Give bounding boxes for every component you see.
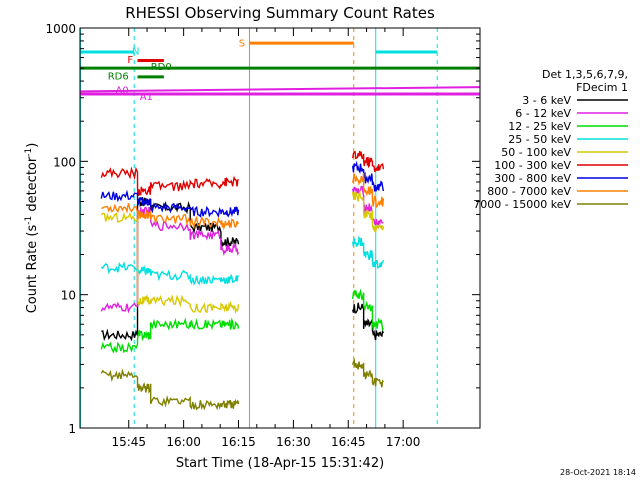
x-tick-label: 17:00 [386, 435, 421, 449]
series-line-pre [100, 206, 240, 314]
flag-label: A1 [140, 92, 153, 103]
x-axis-label: Start Time (18-Apr-15 15:31:42) [176, 456, 384, 471]
flag-label: RD0 [151, 62, 172, 73]
legend-entry-label: 3 - 6 keV [522, 94, 571, 107]
series-line-post [351, 235, 385, 270]
legend-entry-label: 7000 - 15000 keV [473, 198, 571, 211]
series-line-pre [100, 166, 240, 196]
series-line-pre [100, 189, 240, 218]
legend-entry-label: 300 - 800 keV [494, 172, 571, 185]
series-line-post [351, 288, 384, 332]
x-tick-label: 15:45 [111, 435, 146, 449]
flag-label: N [132, 46, 139, 57]
flag-label: F [127, 55, 133, 66]
series-line-post [351, 150, 385, 173]
series-line-post [351, 173, 385, 209]
series-line-pre [100, 317, 240, 354]
legend-entry-label: 800 - 7000 keV [487, 185, 571, 198]
legend-entry-label: 50 - 100 keV [501, 146, 571, 159]
y-tick-label: 1 [68, 422, 76, 436]
x-tick-label: 16:15 [221, 435, 256, 449]
x-tick-label: 16:30 [276, 435, 311, 449]
x-tick-label: 16:45 [331, 435, 366, 449]
series-line-pre [100, 211, 240, 315]
y-tick-label: 100 [53, 155, 76, 169]
footer-timestamp: 28-Oct-2021 18:14 [560, 468, 636, 477]
flag-label: RD6 [108, 72, 129, 83]
axes: 15:45 16:00 16:15 16:30 16:45 17:00 1 10 100 1000 [45, 22, 481, 449]
legend-entry-label: 100 - 300 keV [494, 159, 571, 172]
series-line-post [351, 302, 385, 341]
series-line-post [351, 189, 385, 234]
plot-area: N S F RD0 RD6 A0 A1 [79, 28, 481, 428]
flag-label: S [239, 38, 245, 49]
x-tick-label: 16:00 [166, 435, 201, 449]
y-tick-label: 1000 [45, 22, 76, 36]
flag-bar-a1 [79, 86, 481, 93]
plot-frame [79, 27, 481, 429]
series-line-post [351, 357, 384, 388]
legend-entry-label: 12 - 25 keV [508, 120, 571, 133]
series-line-pre [100, 368, 240, 411]
chart-title: RHESSI Observing Summary Count Rates [125, 4, 435, 22]
y-tick-label: 10 [61, 289, 76, 303]
series-line-pre [101, 203, 240, 231]
legend-entry-label: 25 - 50 keV [508, 133, 571, 146]
series-line-post [351, 160, 385, 193]
legend-entry-label: 6 - 12 keV [515, 107, 571, 120]
series-line-pre [100, 261, 240, 286]
legend-header: Det 1,3,5,6,7,9, [542, 68, 628, 81]
legend-header: FDecim 1 [576, 81, 628, 94]
flag-label: A0 [116, 86, 129, 97]
y-axis-label: Count Rate (s-1 detector-1) [24, 143, 40, 314]
